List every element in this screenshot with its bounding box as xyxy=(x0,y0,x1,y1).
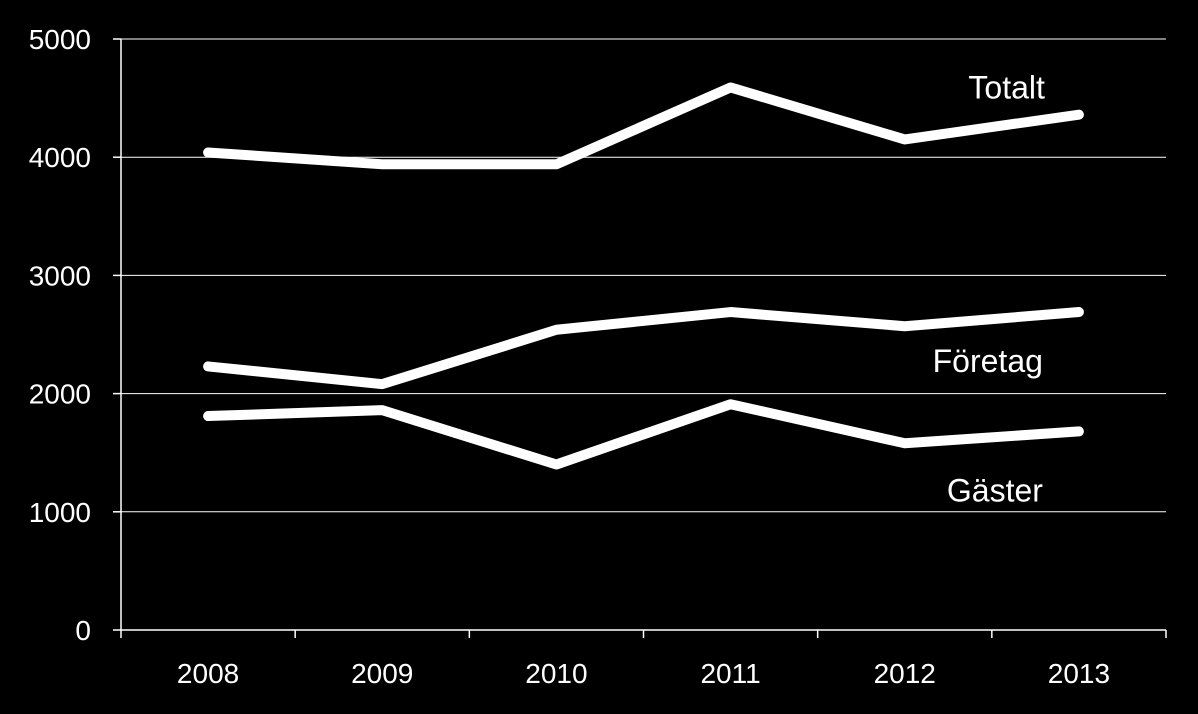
x-tick-label: 2010 xyxy=(525,658,587,689)
series-label-totalt: Totalt xyxy=(968,70,1045,106)
x-tick-label: 2009 xyxy=(351,658,413,689)
x-tick-label: 2012 xyxy=(874,658,936,689)
series-line-gäster xyxy=(203,399,1084,470)
series-line-företag xyxy=(203,307,1084,390)
x-tick-labels: 2008 2009 2010 2011 2012 2013 xyxy=(177,658,1110,689)
x-tick-label: 2013 xyxy=(1048,658,1110,689)
y-tick-label: 0 xyxy=(75,615,91,646)
axes xyxy=(113,38,1167,638)
series-label-gäster: Gäster xyxy=(947,472,1043,508)
y-tick-labels: 0 1000 2000 3000 4000 5000 xyxy=(29,24,91,646)
series-lines xyxy=(203,82,1084,470)
x-tick-label: 2011 xyxy=(700,658,760,689)
series-line-totalt xyxy=(203,82,1084,170)
y-tick-label: 2000 xyxy=(29,379,91,410)
y-tick-label: 4000 xyxy=(29,142,91,173)
y-tick-label: 1000 xyxy=(29,497,91,528)
y-tick-label: 5000 xyxy=(29,24,91,55)
y-tick-label: 3000 xyxy=(29,260,91,291)
series-label-företag: Företag xyxy=(933,343,1043,379)
series-labels: Totalt Företag Gäster xyxy=(933,70,1045,509)
x-tick-label: 2008 xyxy=(177,658,239,689)
